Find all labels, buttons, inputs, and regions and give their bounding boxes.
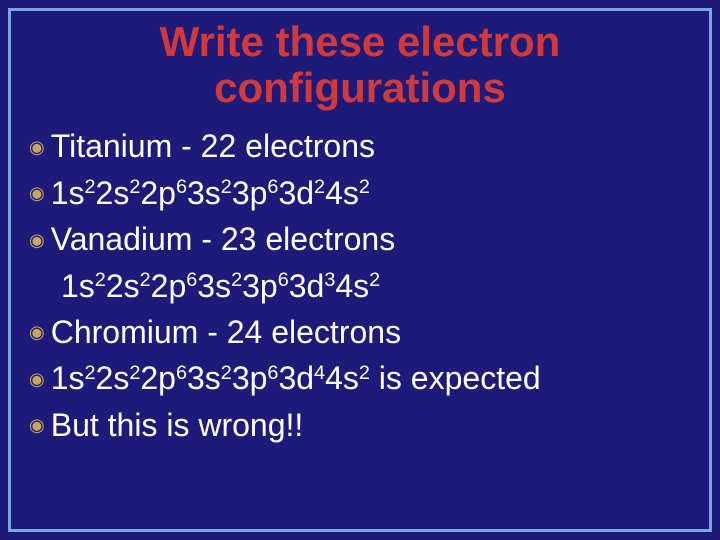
- bullet-icon: ◉: [29, 412, 45, 438]
- slide: Write these electron configurations ◉Tit…: [0, 0, 720, 540]
- text-vanadium: Vanadium - 23 electrons: [51, 221, 395, 257]
- config-text: 1s22s22p63s23p63d34s2: [61, 268, 380, 304]
- text-wrong: But this is wrong!!: [51, 407, 304, 443]
- bullet-line: ◉Titanium - 22 electrons: [29, 123, 691, 169]
- bullet-icon: ◉: [29, 134, 45, 160]
- slide-inner: Write these electron configurations ◉Tit…: [8, 8, 712, 532]
- bullet-icon: ◉: [29, 319, 45, 345]
- bullet-icon: ◉: [29, 227, 45, 253]
- title-line1: Write these electron: [160, 18, 561, 65]
- bullet-icon: ◉: [29, 366, 45, 392]
- title-line2: configurations: [214, 64, 506, 111]
- text-titanium: Titanium - 22 electrons: [51, 128, 375, 164]
- bullet-line: ◉Vanadium - 23 electrons: [29, 216, 691, 262]
- text-chromium: Chromium - 24 electrons: [51, 314, 401, 350]
- slide-title: Write these electron configurations: [29, 19, 691, 111]
- config-line-noBullet: 1s22s22p63s23p63d34s2: [29, 263, 691, 309]
- bullet-line: ◉1s22s22p63s23p63d24s2: [29, 170, 691, 216]
- bullet-line: ◉But this is wrong!!: [29, 402, 691, 448]
- config-text: 1s22s22p63s23p63d44s2 is expected: [51, 360, 541, 396]
- bullet-icon: ◉: [29, 180, 45, 206]
- bullet-line: ◉1s22s22p63s23p63d44s2 is expected: [29, 355, 691, 401]
- config-text: 1s22s22p63s23p63d24s2: [51, 175, 370, 211]
- bullet-line: ◉Chromium - 24 electrons: [29, 309, 691, 355]
- content: ◉Titanium - 22 electrons ◉1s22s22p63s23p…: [29, 123, 691, 448]
